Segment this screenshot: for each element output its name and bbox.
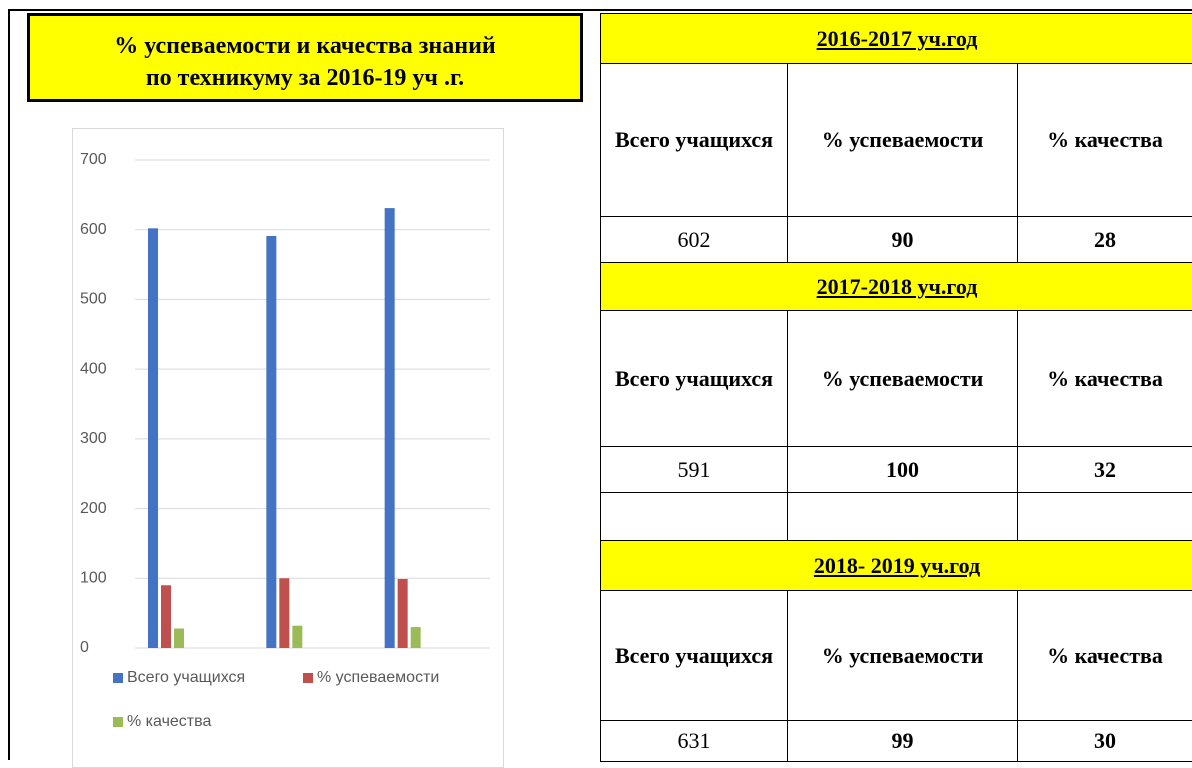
data-cell: 591: [600, 446, 788, 493]
y-tick-label: 200: [80, 500, 107, 517]
data-cell: 99: [787, 720, 1018, 762]
legend-label: % успеваемости: [317, 669, 439, 686]
header-cell: Всего учащихся: [600, 590, 788, 721]
header-cell: % успеваемости: [787, 590, 1018, 721]
year-header: 2016-2017 уч.год: [600, 13, 1192, 64]
legend-swatch: [113, 717, 123, 727]
empty-cell: [600, 492, 788, 541]
legend-label: Всего учащихся: [127, 669, 245, 686]
header-cell: % качества: [1017, 63, 1192, 217]
data-cell: 28: [1017, 216, 1192, 263]
y-tick-label: 0: [80, 639, 89, 656]
header-cell: % успеваемости: [787, 63, 1018, 217]
data-cell: 90: [787, 216, 1018, 263]
header-cell: % качества: [1017, 590, 1192, 721]
chart: 0 100 200 300 400 500 600 700 Всего учащихся % ус…: [80, 151, 490, 730]
title-line: % успеваемости и качества знаний: [114, 33, 496, 59]
bar: [266, 235, 277, 648]
legend-swatch: [303, 673, 313, 683]
y-tick-label: 100: [80, 570, 107, 587]
data-cell: 602: [600, 216, 788, 263]
bar: [279, 578, 290, 648]
year-header: 2017-2018 уч.год: [600, 262, 1192, 311]
title-box: % успеваемости и качества знаний по техн…: [27, 13, 583, 102]
data-cell: 30: [1017, 720, 1192, 762]
data-cell: 100: [787, 446, 1018, 493]
data-cell: 32: [1017, 446, 1192, 493]
bar: [292, 625, 303, 648]
data-cell: 631: [600, 720, 788, 762]
frame-top: [8, 9, 1192, 11]
bar: [161, 585, 171, 648]
legend-swatch: [113, 673, 123, 683]
bar: [174, 628, 184, 648]
y-tick-label: 500: [80, 291, 107, 308]
empty-cell: [1017, 492, 1192, 541]
bar: [397, 578, 408, 648]
y-tick-label: 700: [80, 151, 107, 168]
empty-cell: [787, 492, 1018, 541]
header-cell: Всего учащихся: [600, 310, 788, 447]
header-cell: % качества: [1017, 310, 1192, 447]
y-tick-label: 600: [80, 221, 107, 238]
y-tick-label: 300: [80, 430, 107, 447]
title-line: по техникуму за 2016-19 уч .г.: [145, 65, 465, 91]
header-cell: Всего учащихся: [600, 63, 788, 217]
frame-left: [8, 9, 10, 760]
year-header: 2018- 2019 уч.год: [600, 540, 1192, 591]
header-cell: % успеваемости: [787, 310, 1018, 447]
y-tick-label: 400: [80, 360, 107, 377]
bar: [384, 208, 395, 649]
legend-label: % качества: [127, 713, 211, 730]
bar: [148, 228, 158, 648]
bar: [410, 627, 421, 648]
